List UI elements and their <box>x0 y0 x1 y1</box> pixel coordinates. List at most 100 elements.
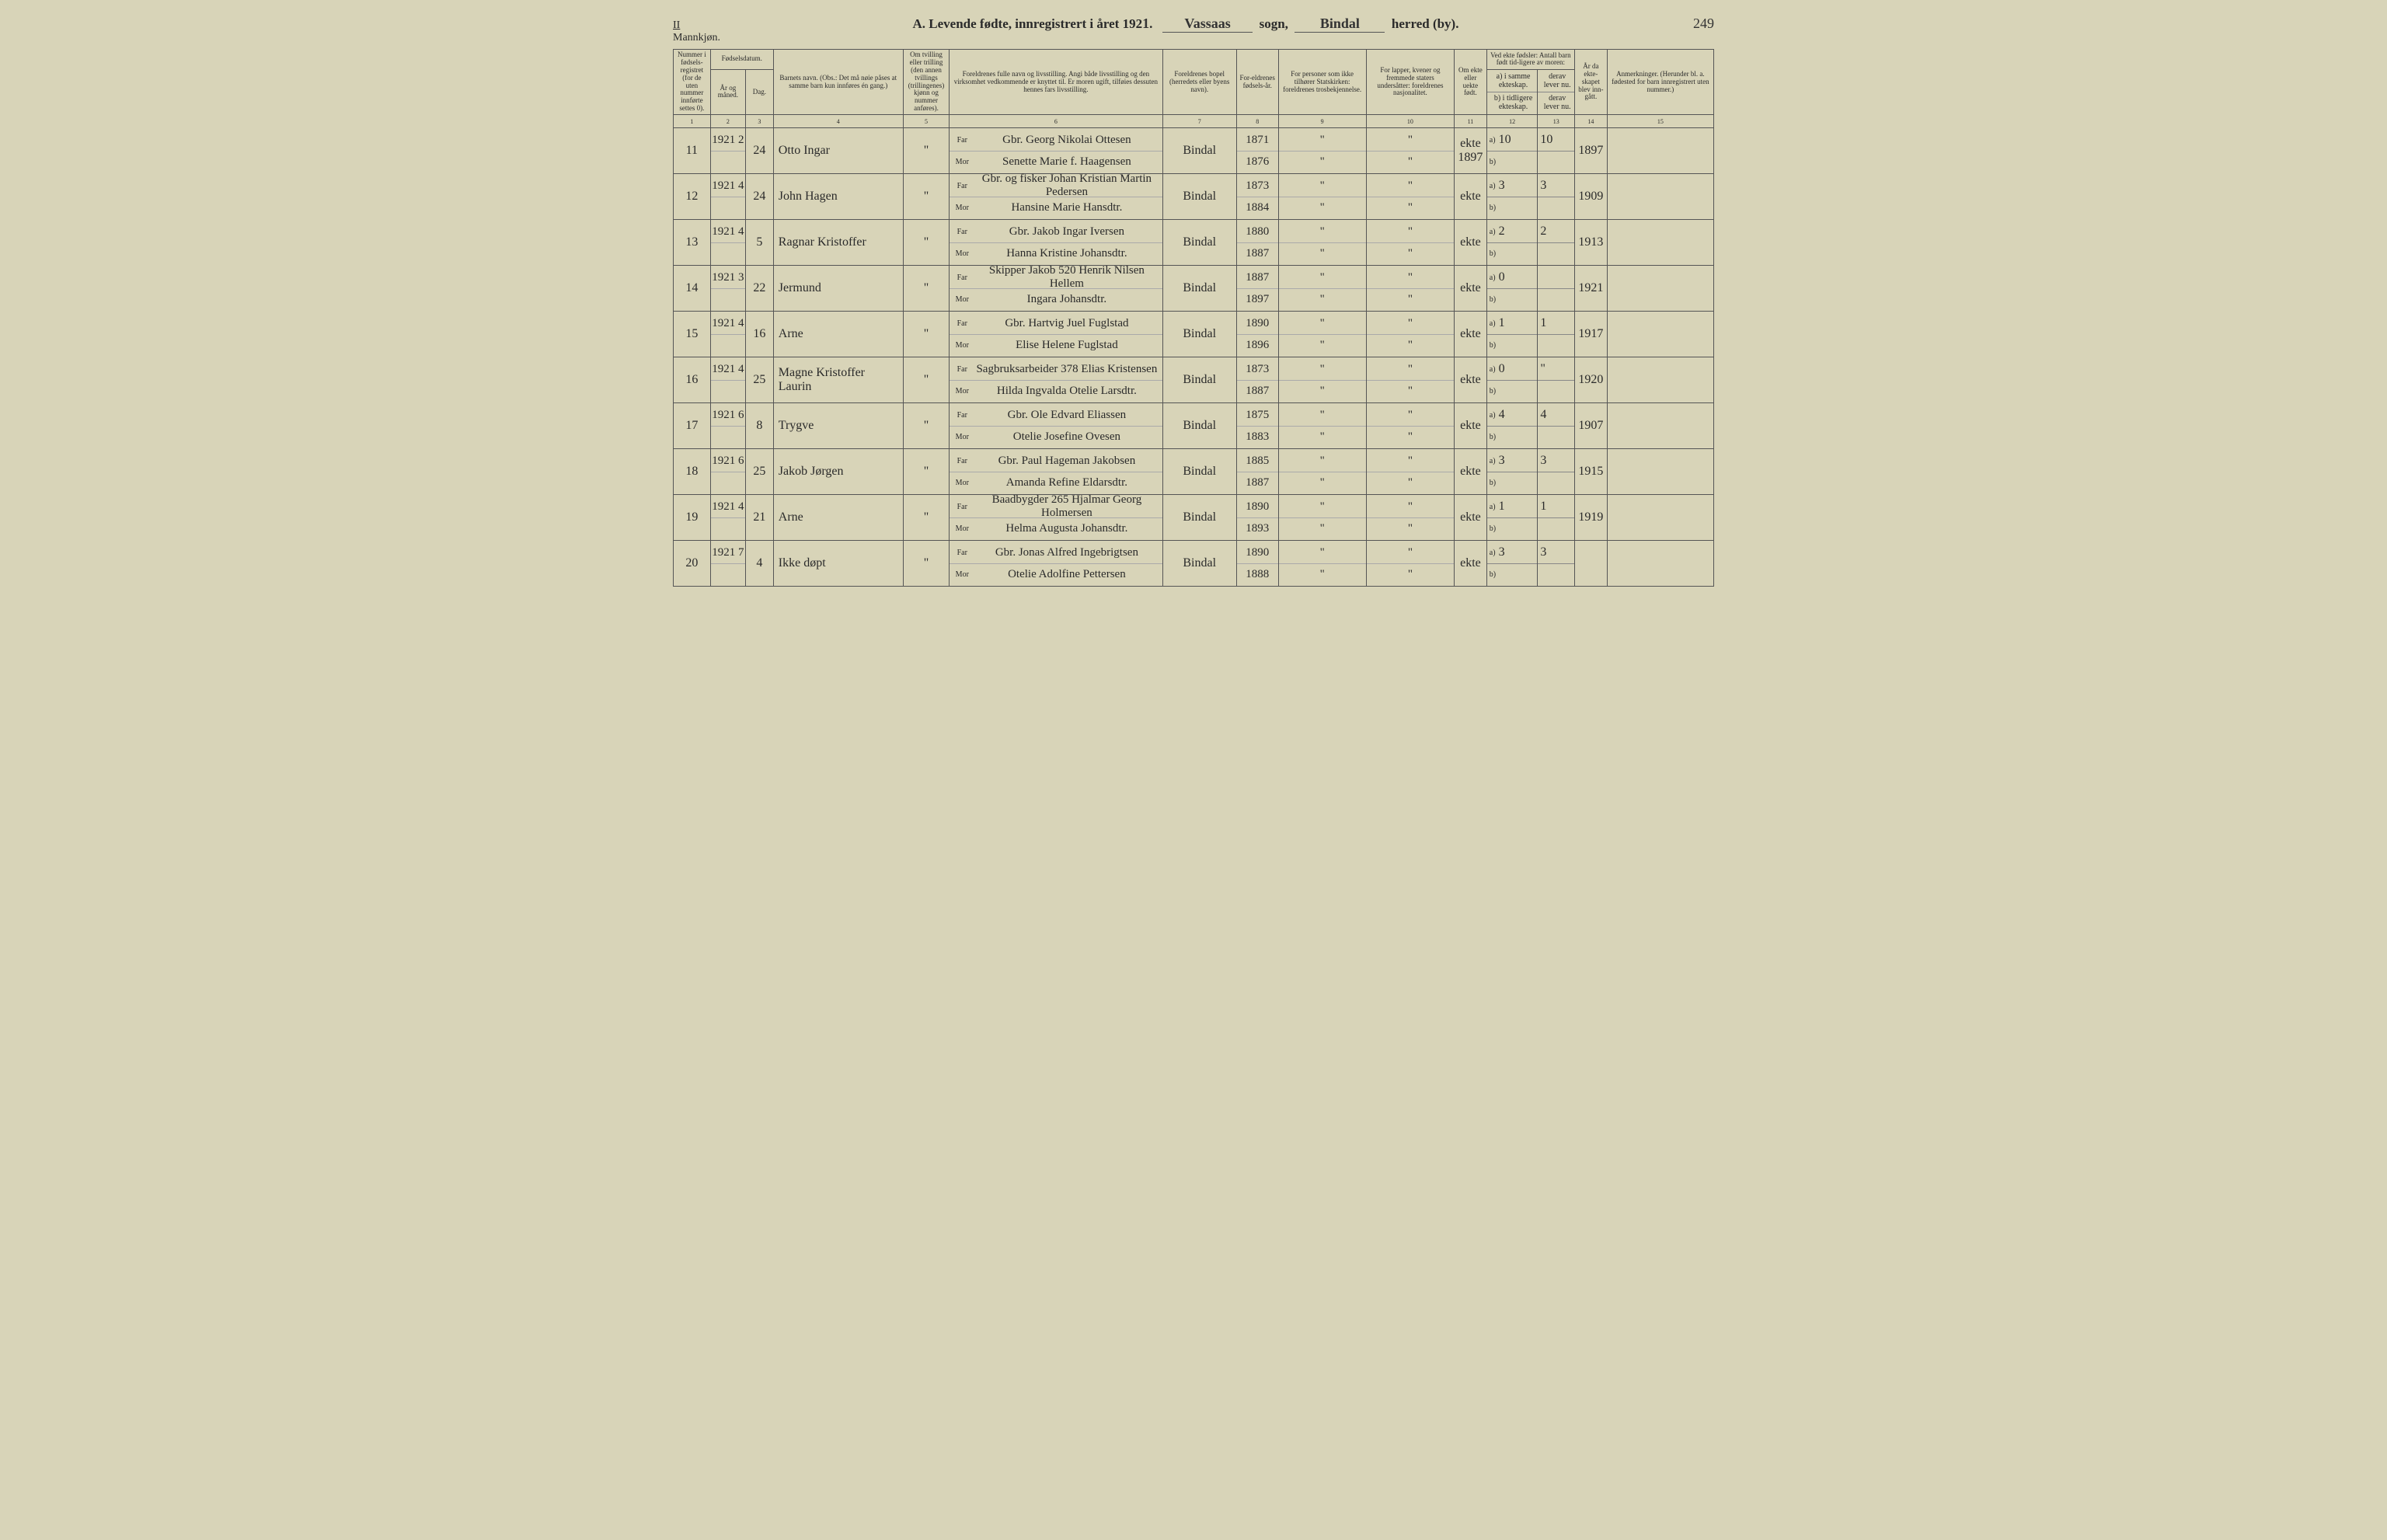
header-left: II Mannkjøn. <box>673 19 720 44</box>
father-name: Baadbygder 265 Hjalmar Georg Holmersen <box>971 493 1162 520</box>
religion: "" <box>1278 174 1366 220</box>
ekte: ekte <box>1455 174 1487 220</box>
remarks <box>1607 174 1713 220</box>
year-month: 1921 3 <box>710 266 745 312</box>
parents: FarGbr. Paul Hageman Jakobsen MorAmanda … <box>950 449 1162 495</box>
children-count: a) 3 b) <box>1486 541 1538 587</box>
colnum: 7 <box>1162 115 1236 128</box>
sogn-label: sogn, <box>1260 16 1288 31</box>
register-title: A. Levende fødte, innregistrert i året 1… <box>720 16 1652 33</box>
bopel: Bindal <box>1162 128 1236 174</box>
colnum: 9 <box>1278 115 1366 128</box>
children-living: 1 <box>1538 495 1575 541</box>
colnum: 11 <box>1455 115 1487 128</box>
marriage-year: 1919 <box>1575 495 1608 541</box>
children-living: 1 <box>1538 312 1575 357</box>
child-name: Ragnar Kristoffer <box>773 220 903 266</box>
remarks <box>1607 357 1713 403</box>
remarks <box>1607 403 1713 449</box>
twin: " <box>903 220 950 266</box>
nationality: "" <box>1366 220 1454 266</box>
nationality: "" <box>1366 541 1454 587</box>
table-row: 12 1921 4 24 John Hagen " FarGbr. og fis… <box>674 174 1714 220</box>
mother-name: Hansine Marie Hansdtr. <box>971 201 1162 214</box>
remarks <box>1607 220 1713 266</box>
year-month: 1921 2 <box>710 128 745 174</box>
child-name: John Hagen <box>773 174 903 220</box>
page-header: II Mannkjøn. A. Levende fødte, innregist… <box>673 16 1714 44</box>
marriage-year: 1909 <box>1575 174 1608 220</box>
page: II Mannkjøn. A. Levende fødte, innregist… <box>673 16 1714 587</box>
remarks <box>1607 541 1713 587</box>
mother-name: Otelie Josefine Ovesen <box>971 430 1162 444</box>
children-count: a) 3 b) <box>1486 174 1538 220</box>
colnum: 13 <box>1538 115 1575 128</box>
year-month: 1921 4 <box>710 312 745 357</box>
page-number: 249 <box>1652 16 1714 32</box>
col-13ab-header: derav lever nu. derav lever nu. <box>1538 69 1575 114</box>
father-name: Gbr. Jakob Ingar Iversen <box>971 225 1162 239</box>
table-row: 14 1921 3 22 Jermund " FarSkipper Jakob … <box>674 266 1714 312</box>
religion: "" <box>1278 128 1366 174</box>
children-living: 10 <box>1538 128 1575 174</box>
colnum: 15 <box>1607 115 1713 128</box>
child-name: Magne Kristoffer Laurin <box>773 357 903 403</box>
colnum: 4 <box>773 115 903 128</box>
children-living: 3 <box>1538 174 1575 220</box>
child-name: Arne <box>773 312 903 357</box>
parents: FarGbr. Jakob Ingar Iversen MorHanna Kri… <box>950 220 1162 266</box>
child-name: Jermund <box>773 266 903 312</box>
ekte: ekte <box>1455 403 1487 449</box>
bopel: Bindal <box>1162 449 1236 495</box>
marriage-year: 1920 <box>1575 357 1608 403</box>
religion: "" <box>1278 495 1366 541</box>
ekte: ekte <box>1455 495 1487 541</box>
colnum: 6 <box>950 115 1162 128</box>
ekte: ekte 1897 <box>1455 128 1487 174</box>
col-12-top-header: Ved ekte fødsler: Antall barn født tid-l… <box>1486 50 1574 70</box>
year-month: 1921 7 <box>710 541 745 587</box>
col-2-top-header: Fødselsdatum. <box>710 50 773 70</box>
col-8-header: For-eldrenes fødsels-år. <box>1236 50 1278 115</box>
col-12b-header: b) i tidligere ekteskap. <box>1487 92 1538 113</box>
col-14-header: År da ekte-skapet blev inn-gått. <box>1575 50 1608 115</box>
child-name: Jakob Jørgen <box>773 449 903 495</box>
day: 25 <box>745 449 773 495</box>
mother-name: Ingara Johansdtr. <box>971 293 1162 306</box>
marriage-year: 1913 <box>1575 220 1608 266</box>
twin: " <box>903 266 950 312</box>
father-name: Gbr. og fisker Johan Kristian Martin Ped… <box>971 172 1162 199</box>
day: 24 <box>745 128 773 174</box>
children-count: a) 4 b) <box>1486 403 1538 449</box>
entry-number: 15 <box>674 312 711 357</box>
religion: "" <box>1278 220 1366 266</box>
parent-birth-years: 18731884 <box>1236 174 1278 220</box>
nationality: "" <box>1366 357 1454 403</box>
table-head: Nummer i fødsels-registret (for de uten … <box>674 50 1714 128</box>
colnum: 12 <box>1486 115 1538 128</box>
father-name: Gbr. Hartvig Juel Fuglstad <box>971 317 1162 330</box>
marriage-year: 1907 <box>1575 403 1608 449</box>
entry-number: 18 <box>674 449 711 495</box>
day: 25 <box>745 357 773 403</box>
day: 8 <box>745 403 773 449</box>
bopel: Bindal <box>1162 312 1236 357</box>
col-2a-header: År og måned. <box>710 69 745 114</box>
parent-birth-years: 18801887 <box>1236 220 1278 266</box>
children-count: a) 3 b) <box>1486 449 1538 495</box>
bopel: Bindal <box>1162 541 1236 587</box>
twin: " <box>903 312 950 357</box>
colnum: 10 <box>1366 115 1454 128</box>
religion: "" <box>1278 357 1366 403</box>
parent-birth-years: 18711876 <box>1236 128 1278 174</box>
mother-name: Otelie Adolfine Pettersen <box>971 568 1162 581</box>
twin: " <box>903 541 950 587</box>
parent-birth-years: 18901896 <box>1236 312 1278 357</box>
year-month: 1921 6 <box>710 449 745 495</box>
parent-birth-years: 18731887 <box>1236 357 1278 403</box>
nationality: "" <box>1366 174 1454 220</box>
table-row: 16 1921 4 25 Magne Kristoffer Laurin " F… <box>674 357 1714 403</box>
table-row: 20 1921 7 4 Ikke døpt " FarGbr. Jonas Al… <box>674 541 1714 587</box>
twin: " <box>903 403 950 449</box>
entry-number: 16 <box>674 357 711 403</box>
